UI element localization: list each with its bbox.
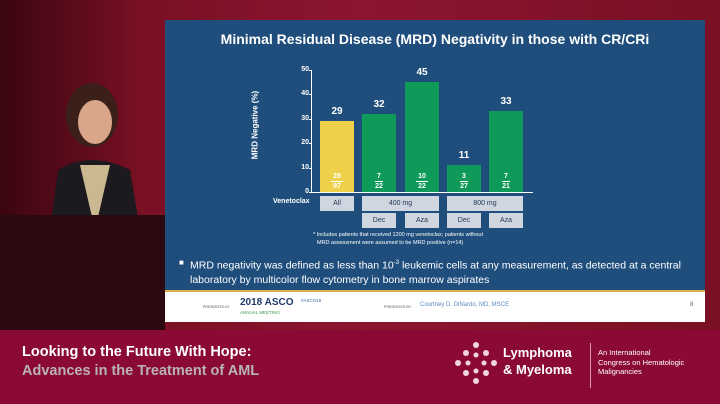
numerator: 7 — [375, 173, 383, 182]
subgroup-dec[interactable]: Dec — [362, 213, 396, 228]
group-800mg[interactable]: 800 mg — [447, 196, 523, 211]
y-tick-label: 50 — [301, 66, 309, 73]
denominator: 27 — [460, 183, 468, 190]
bar-value-label: 33 — [500, 96, 512, 108]
presented-by: PRESENTED BY: — [384, 305, 412, 309]
tagline-2: Congress on Hematologic — [598, 357, 685, 367]
subgroup-dec[interactable]: Dec — [447, 213, 481, 228]
divider — [590, 343, 591, 388]
numerator: 28 — [331, 173, 343, 182]
footnote-1: * Includes patients that received 1200 m… — [313, 232, 483, 238]
subgroup-aza[interactable]: Aza — [405, 213, 439, 228]
bar — [320, 121, 354, 192]
logo-line2: & Myeloma — [503, 362, 572, 377]
denominator: 22 — [375, 183, 383, 190]
numerator: 3 — [460, 173, 468, 182]
logo-line1: Lymphoma — [503, 345, 572, 360]
y-tick-mark — [309, 192, 312, 193]
numerator: 10 — [416, 173, 428, 182]
denominator: 22 — [418, 183, 426, 190]
y-axis-line — [311, 70, 312, 192]
bar — [405, 82, 439, 192]
group-400mg[interactable]: 400 mg — [362, 196, 439, 211]
y-tick-label: 40 — [301, 90, 309, 98]
bar-value-label: 29 — [331, 106, 343, 118]
y-tick-mark — [309, 118, 312, 120]
tagline-3: Malignancies — [598, 367, 642, 376]
lymphoma-myeloma-logo-icon — [455, 342, 497, 384]
bar — [362, 113, 396, 192]
bar-fraction: 28 97 — [320, 172, 354, 191]
y-tick-label: 10 — [301, 163, 309, 171]
asco-logo: 2018 ASCO — [240, 297, 294, 308]
denominator: 21 — [502, 183, 510, 190]
subgroup-aza[interactable]: Aza — [489, 213, 523, 228]
bar-fraction: 7 21 — [489, 172, 523, 191]
asco-sub: ANNUAL MEETING — [240, 310, 280, 315]
y-tick-mark — [309, 143, 312, 145]
bar-value-label: 32 — [373, 98, 385, 110]
bar-value-label: 11 — [458, 150, 470, 162]
slide-title: Minimal Residual Disease (MRD) Negativit… — [220, 31, 650, 47]
y-tick-mark — [309, 70, 312, 71]
bar-fraction: 7 22 — [362, 172, 396, 191]
denominator: 97 — [333, 183, 341, 190]
page-number: 8 — [690, 302, 694, 308]
bar — [447, 165, 481, 192]
slide-footer: PRESENTED AT: 2018 ASCO ANNUAL MEETING #… — [165, 290, 705, 322]
y-tick-mark — [309, 94, 312, 96]
bar-fraction: 10 22 — [405, 172, 439, 191]
y-tick-mark — [309, 167, 312, 169]
y-tick-label: 20 — [301, 139, 309, 147]
row-label: Venetoclax — [273, 198, 310, 205]
bullet-text: ■ MRD negativity was defined as less tha… — [179, 258, 681, 286]
lectern — [0, 215, 165, 330]
bullet-part: MRD negativity was defined as less than … — [190, 259, 394, 272]
presenter-name: Courtney D. DiNardo, MD, MSCE — [420, 302, 510, 308]
numerator: 7 — [502, 173, 510, 182]
y-tick-label: 0 — [305, 188, 309, 195]
footnote-2: MRD assessment were assumed to be MRD po… — [317, 240, 464, 246]
presentation-slide: Minimal Residual Disease (MRD) Negativit… — [165, 20, 705, 322]
hashtag: #ASCO18 — [301, 298, 322, 303]
speaker-image — [50, 83, 140, 230]
bar — [489, 111, 523, 192]
bar-fraction: 3 27 — [447, 172, 481, 191]
banner-subtitle: Advances in the Treatment of AML — [22, 363, 260, 379]
group-all[interactable]: All — [320, 196, 354, 211]
banner-title: Looking to the Future With Hope: — [22, 344, 252, 360]
bullet-part: leukemic cells at any measurement, as de… — [190, 259, 681, 286]
bar-value-label: 45 — [416, 67, 428, 79]
tagline-1: An International — [598, 348, 651, 357]
superscript: -3 — [393, 260, 400, 266]
tagline: An International Congress on Hematologic… — [598, 348, 684, 377]
x-axis-line — [311, 192, 533, 193]
presented-at: PRESENTED AT: — [203, 305, 230, 309]
lower-third-banner: Looking to the Future With Hope: Advance… — [0, 330, 720, 404]
y-tick-label: 30 — [301, 114, 309, 122]
y-axis-label: MRD Negative (%) — [250, 90, 260, 160]
